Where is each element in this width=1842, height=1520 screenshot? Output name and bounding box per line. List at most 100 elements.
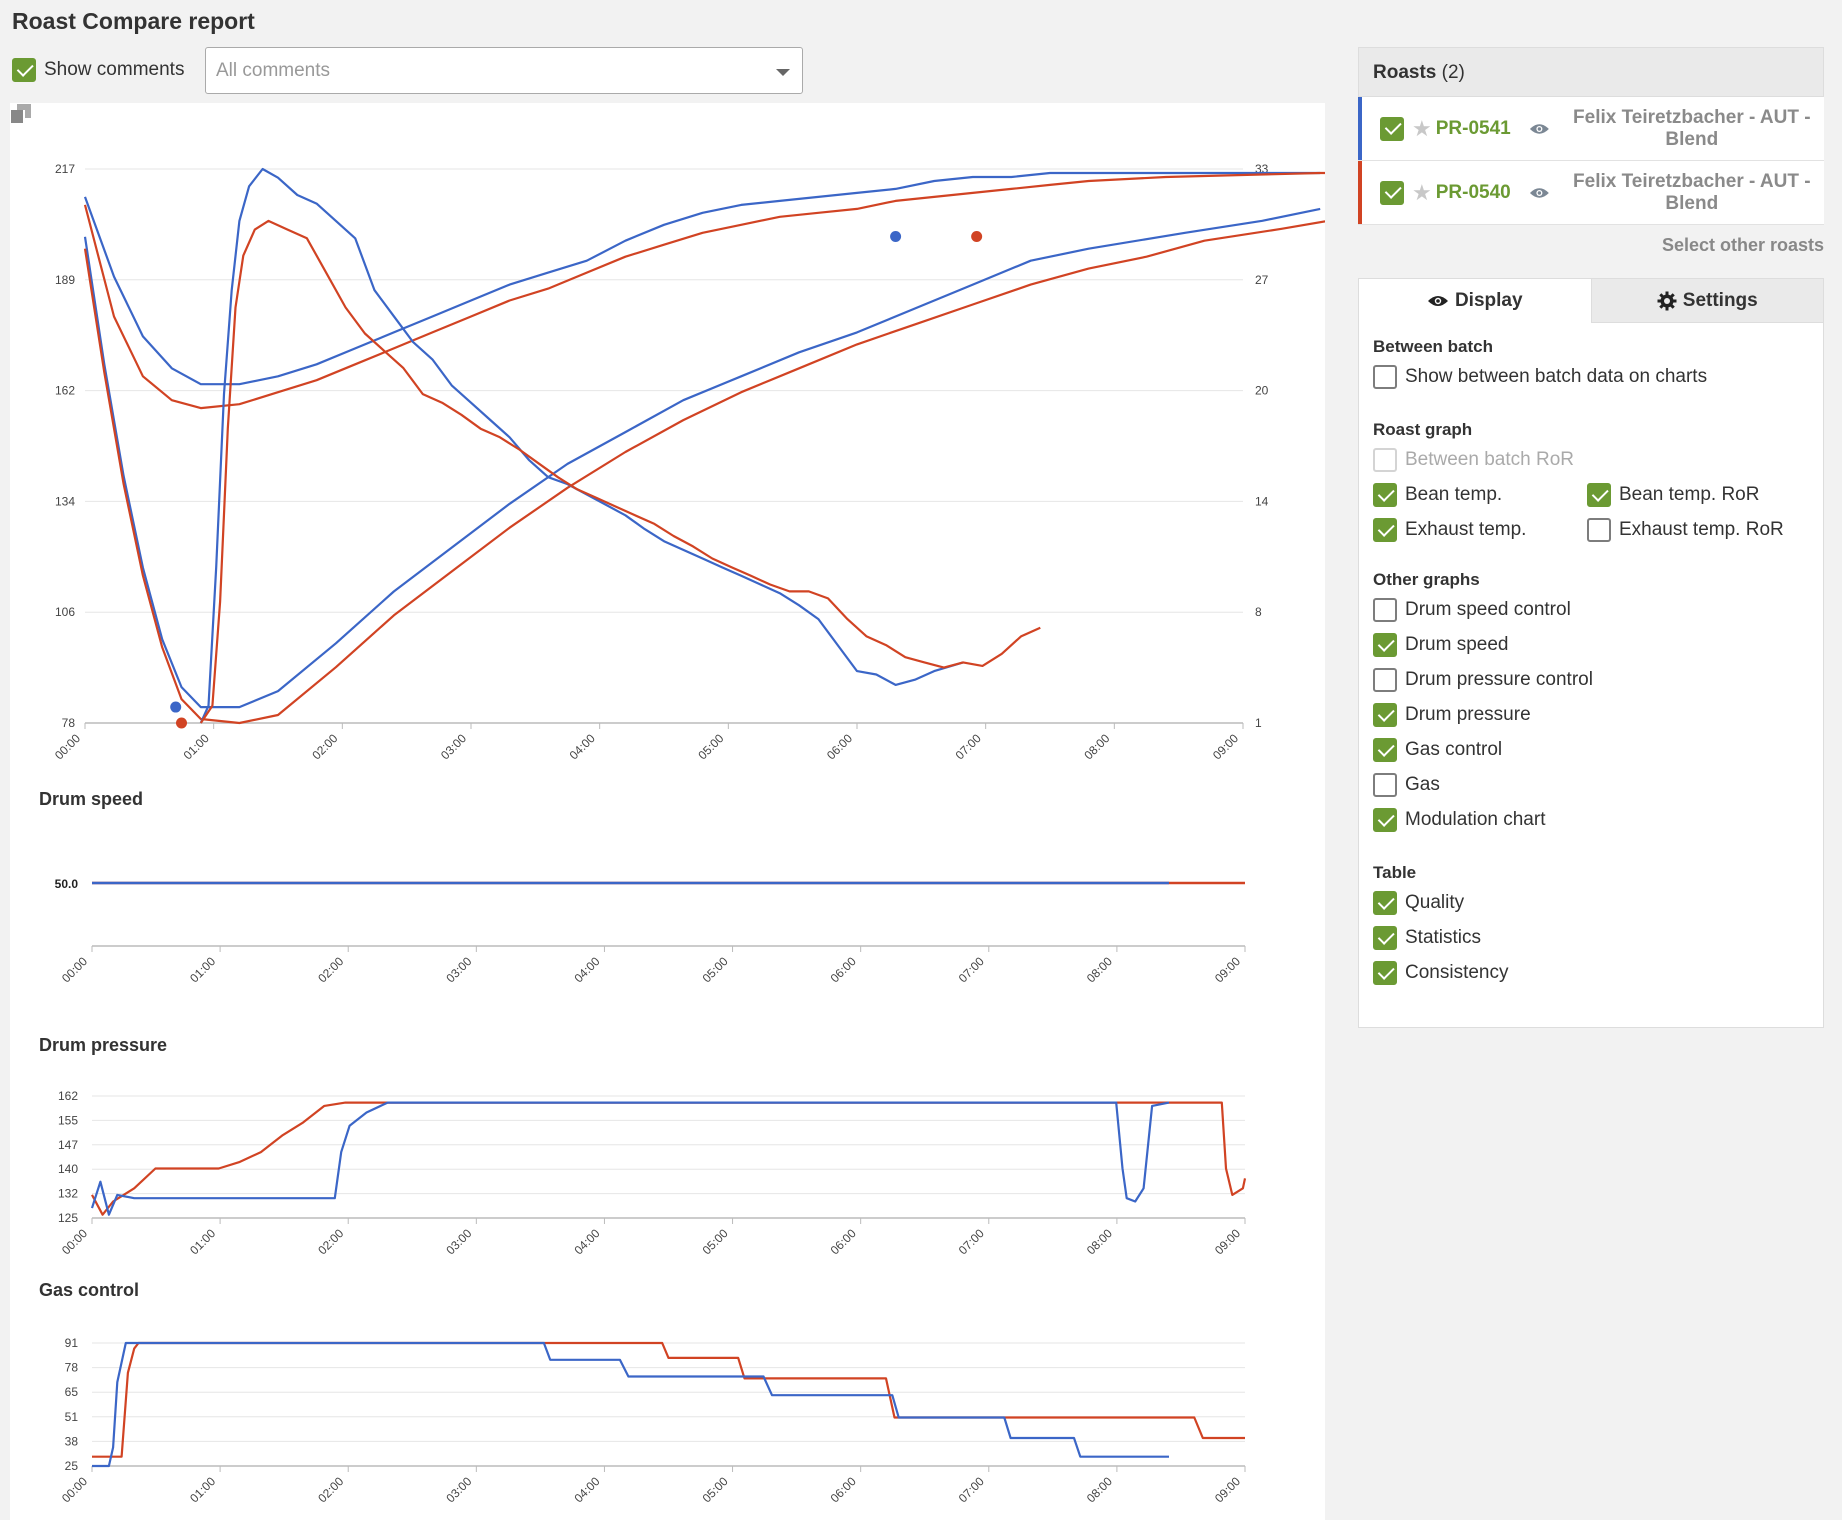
roast-graph-title: Roast graph	[1373, 420, 1473, 439]
show-comments-label: Show comments	[44, 59, 185, 80]
other-graphs-title: Other graphs	[1373, 570, 1480, 589]
drum-pressure-y-tick-label: 155	[58, 1113, 78, 1127]
show-comments-checkbox[interactable]: Show comments	[12, 58, 184, 82]
main-y-right-tick-label: 14	[1255, 494, 1269, 508]
main-y-left-tick-label: 78	[62, 716, 76, 730]
drum-speed-x-tick-label: 09:00	[1212, 954, 1243, 985]
gas-control-y-tick-label: 51	[65, 1410, 79, 1424]
tab-settings-label: Settings	[1682, 289, 1758, 311]
gear-icon	[1657, 291, 1677, 310]
drum-speed-x-tick-label: 00:00	[59, 954, 90, 985]
quality-option[interactable]: Quality	[1373, 891, 1464, 915]
select-other-roasts-link[interactable]: Select other roasts	[1661, 235, 1824, 255]
drum-pressure-x-tick-label: 05:00	[700, 1226, 731, 1257]
roast-checkbox[interactable]	[1380, 180, 1404, 205]
drum-pressure-x-tick-label: 09:00	[1212, 1226, 1243, 1257]
export-chart-icon[interactable]	[10, 103, 32, 125]
series-line	[199, 167, 964, 724]
chevron-down-icon[interactable]	[776, 69, 790, 76]
bean-temp-option[interactable]: Bean temp.	[1373, 483, 1502, 507]
eye-icon	[1427, 296, 1448, 306]
statistics-option[interactable]: Statistics	[1373, 926, 1481, 950]
event-marker	[971, 231, 983, 243]
table-title: Table	[1373, 863, 1417, 882]
modulation-chart-option[interactable]: Modulation chart	[1373, 808, 1545, 832]
main-y-left-tick-label: 162	[55, 384, 75, 398]
drum-pressure-y-tick-label: 125	[58, 1211, 78, 1225]
roast-color-bar	[1358, 161, 1362, 224]
series-line	[90, 1101, 1170, 1216]
main-y-left-tick-label: 217	[55, 162, 75, 176]
drum-pressure-y-tick-label: 132	[58, 1187, 78, 1201]
gas-option[interactable]: Gas	[1373, 773, 1440, 797]
drum-pressure-option[interactable]: Drum pressure	[1373, 703, 1531, 727]
drum-pressure-x-tick-label: 00:00	[59, 1226, 90, 1257]
drum-speed-x-tick-label: 01:00	[187, 954, 218, 985]
drum-speed-x-tick-label: 03:00	[443, 954, 474, 985]
roast-checkbox[interactable]	[1380, 116, 1404, 141]
tab-display[interactable]: Display	[1359, 279, 1591, 323]
display-settings-panel: Display Settings Between batch Show betw…	[1358, 278, 1824, 1028]
series-line	[92, 1341, 1245, 1458]
drum-pressure-x-tick-label: 07:00	[956, 1226, 987, 1257]
charts-panel: 217 33 189 27 162 20 134 14 106 8 78 1 00:00 01:00 02:…	[10, 103, 1325, 1520]
main-x-tick-label: 04:00	[567, 731, 598, 762]
main-x-tick-label: 08:00	[1081, 731, 1112, 762]
event-marker	[890, 231, 902, 243]
show-comments-check[interactable]	[12, 58, 36, 82]
drum-pressure-control-option[interactable]: Drum pressure control	[1373, 668, 1593, 692]
drum-pressure-x-tick-label: 03:00	[443, 1226, 474, 1257]
drum-speed-x-tick-label: 07:00	[956, 954, 987, 985]
main-y-left-tick-label: 134	[55, 494, 75, 508]
page-title: Roast Compare report	[12, 8, 255, 34]
exhaust-temp-option[interactable]: Exhaust temp.	[1373, 518, 1526, 542]
gas-control-x-tick-label: 06:00	[828, 1474, 859, 1505]
gas-control-x-tick-label: 01:00	[187, 1474, 218, 1505]
main-y-left-tick-label: 106	[55, 605, 75, 619]
drum-speed-option[interactable]: Drum speed	[1373, 633, 1509, 657]
exhaust-temp-ror-option[interactable]: Exhaust temp. RoR	[1587, 518, 1784, 542]
tab-settings[interactable]: Settings	[1590, 279, 1823, 323]
comments-filter-select[interactable]: All comments	[205, 47, 803, 94]
roast-row-pr0540: ★ PR-0540 Felix Teiretzbacher - AUT - Bl…	[1358, 161, 1824, 225]
bean-temp-ror-option[interactable]: Bean temp. RoR	[1587, 483, 1759, 507]
main-x-tick-label: 01:00	[181, 731, 212, 762]
series-line	[91, 1101, 1247, 1216]
roast-id-link[interactable]: PR-0541	[1435, 117, 1511, 139]
gas-control-y-tick-label: 38	[65, 1434, 79, 1448]
gas-control-y-tick-label: 65	[65, 1385, 79, 1399]
main-y-right-tick-label: 20	[1255, 384, 1269, 398]
main-x-tick-label: 00:00	[52, 731, 83, 762]
gas-control-option[interactable]: Gas control	[1373, 738, 1502, 762]
gas-control-x-tick-label: 04:00	[571, 1474, 602, 1505]
series-line	[83, 171, 1325, 410]
eye-icon[interactable]	[1529, 186, 1550, 200]
drum-speed-chart[interactable]: 50.0 00:00 01:00 02:00 03:00 04:00 05:00 06:00 0…	[10, 823, 1325, 1053]
comments-filter-value: All comments	[216, 60, 331, 81]
roast-name: Felix Teiretzbacher - AUT - Blend	[1573, 106, 1811, 150]
drum-pressure-x-tick-label: 06:00	[828, 1226, 859, 1257]
between-batch-ror-option: Between batch RoR	[1373, 448, 1574, 472]
gas-control-x-tick-label: 02:00	[315, 1474, 346, 1505]
eye-icon[interactable]	[1529, 122, 1550, 136]
event-marker	[170, 701, 182, 713]
event-marker	[176, 717, 187, 729]
drum-pressure-y-tick-label: 140	[58, 1162, 78, 1176]
roasts-count: (2)	[1441, 62, 1465, 83]
drum-speed-control-option[interactable]: Drum speed control	[1373, 598, 1571, 622]
gas-control-y-tick-label: 78	[65, 1361, 79, 1375]
gas-control-x-tick-label: 09:00	[1212, 1474, 1243, 1505]
main-x-tick-label: 06:00	[824, 731, 855, 762]
consistency-option[interactable]: Consistency	[1373, 961, 1509, 985]
drum-pressure-y-tick-label: 147	[58, 1138, 78, 1152]
gas-control-x-tick-label: 08:00	[1084, 1474, 1115, 1505]
main-y-left-tick-label: 189	[55, 273, 75, 287]
star-icon[interactable]: ★	[1412, 115, 1432, 141]
roast-id-link[interactable]: PR-0540	[1435, 181, 1511, 203]
star-icon[interactable]: ★	[1412, 179, 1432, 205]
series-line	[83, 171, 1321, 386]
show-between-batch-option[interactable]: Show between batch data on charts	[1373, 365, 1707, 389]
